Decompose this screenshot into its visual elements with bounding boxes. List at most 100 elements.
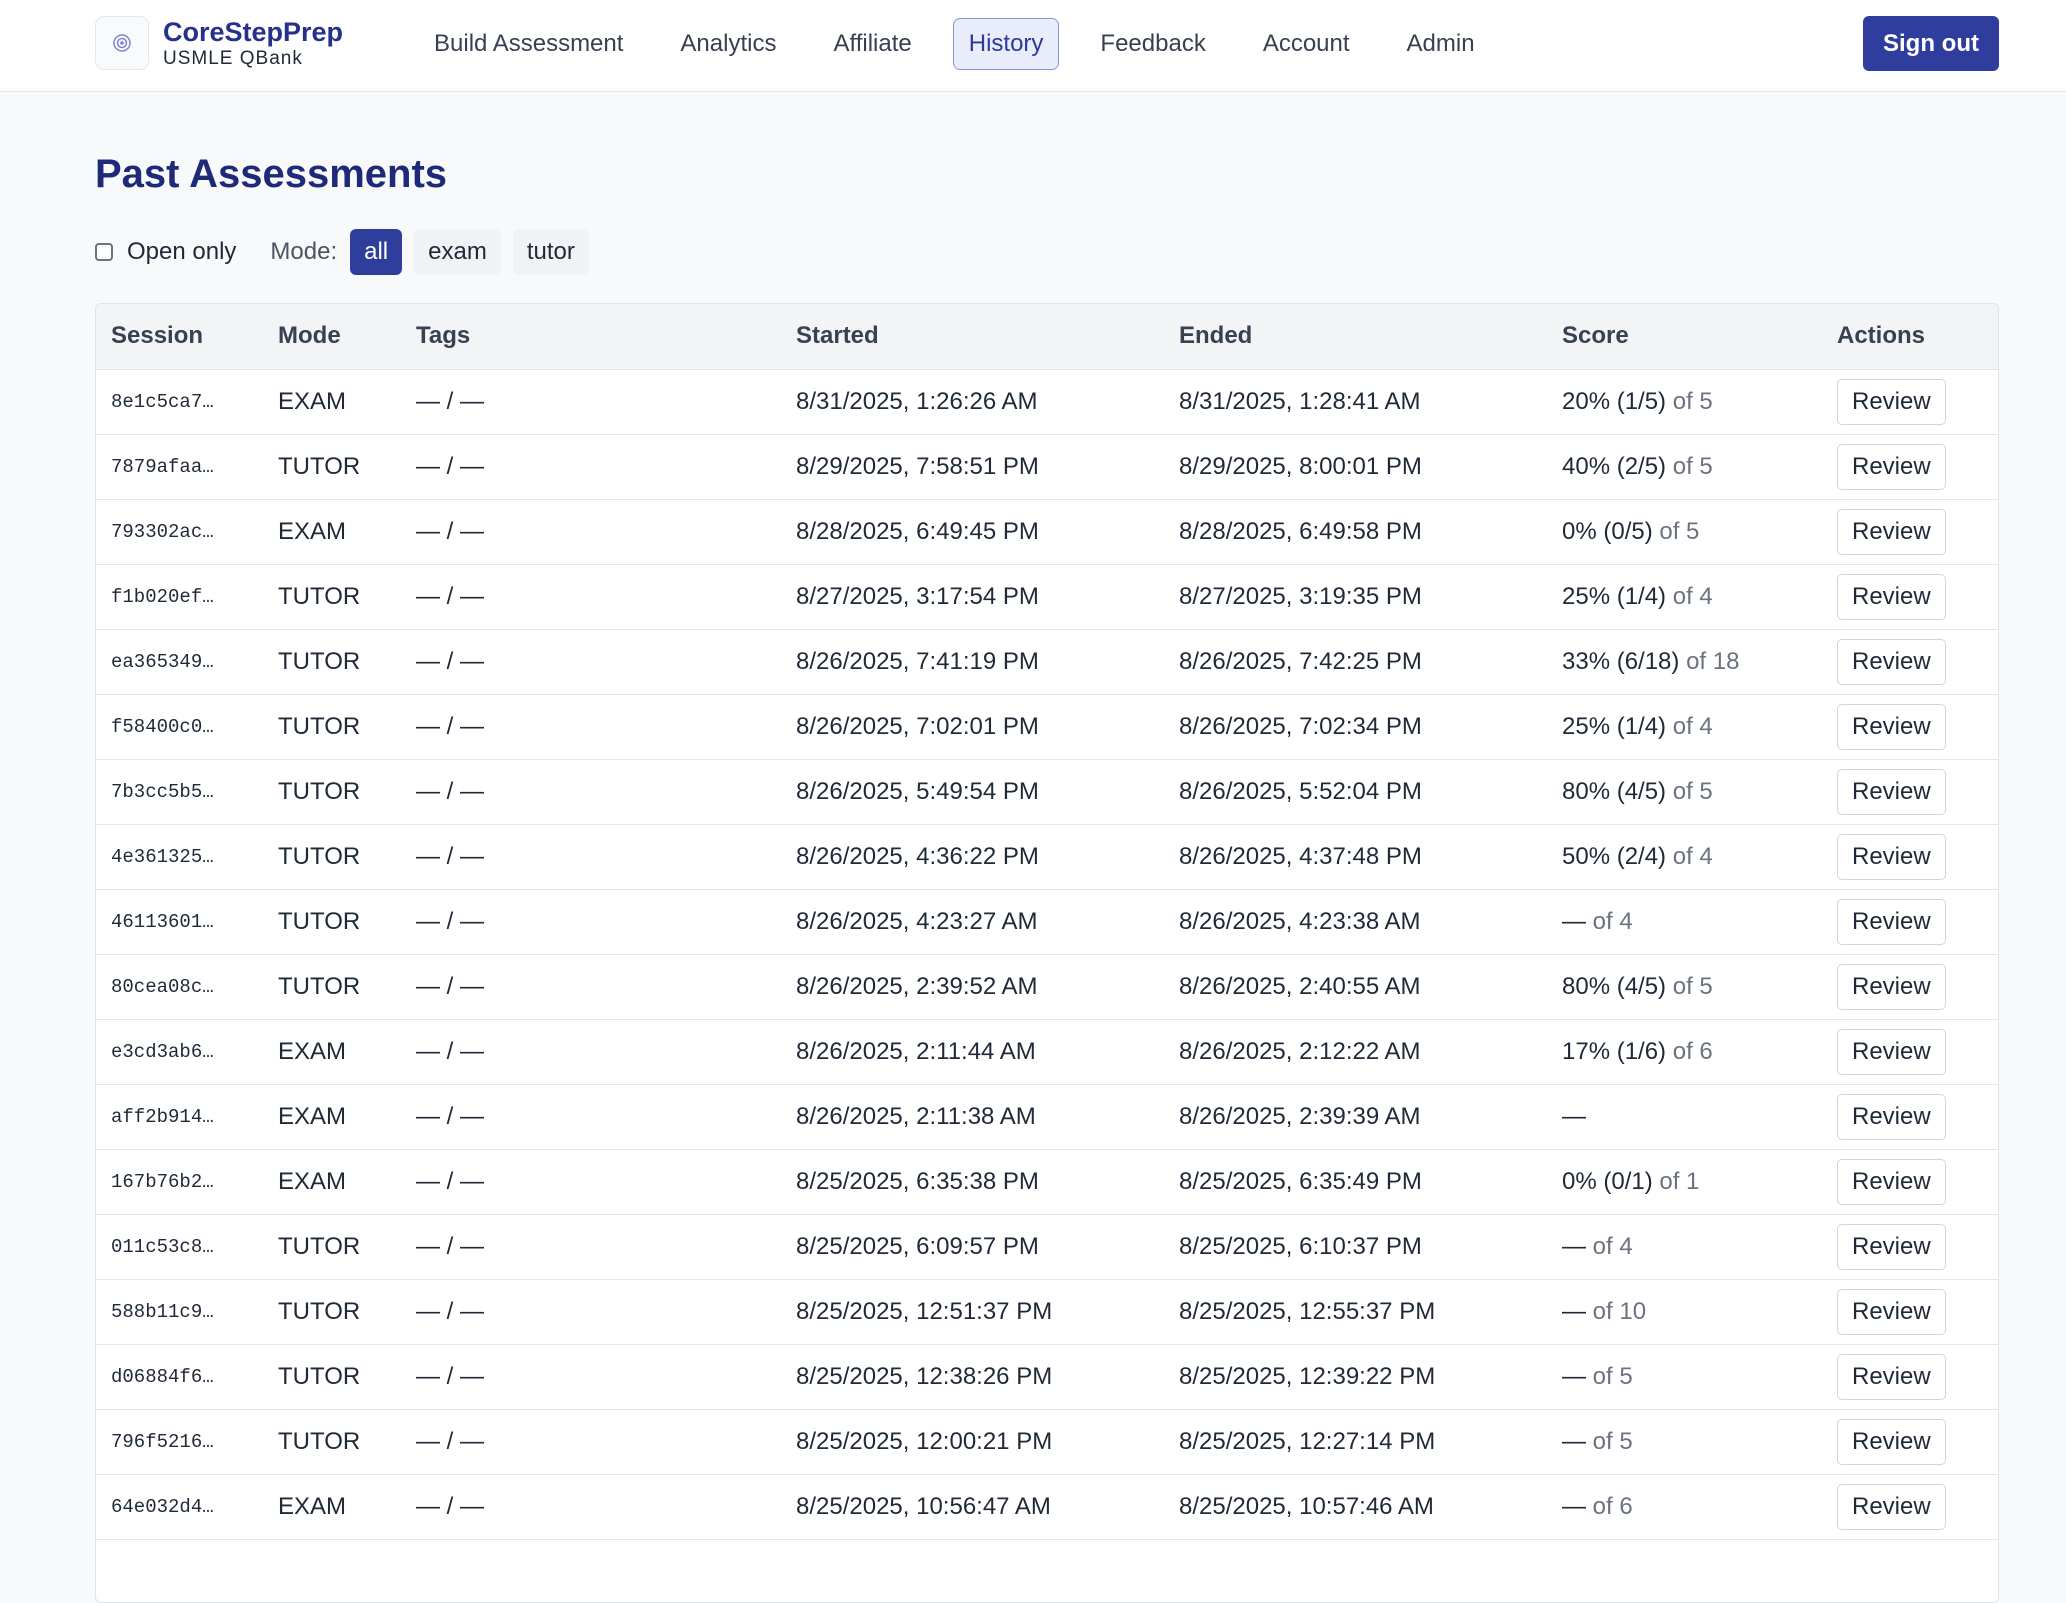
column-header-mode[interactable]: Mode [263, 304, 401, 370]
nav-feedback[interactable]: Feedback [1100, 30, 1206, 57]
session-id-cell: 011c53c8… [96, 1214, 263, 1280]
brand[interactable]: CoreStepPrep USMLE QBank [95, 16, 343, 70]
review-button[interactable]: Review [1837, 833, 1946, 880]
review-button[interactable]: Review [1837, 963, 1946, 1010]
review-button[interactable]: Review [1837, 378, 1946, 425]
actions-cell: Review [1822, 629, 1998, 695]
mode-tutor-button[interactable]: tutor [512, 229, 589, 275]
tags-cell: — / — [401, 1279, 781, 1345]
table-row: 167b76b2… EXAM — / —8/25/2025, 6:35:38 PM 8… [96, 1149, 1998, 1215]
score-total: of 4 [1592, 907, 1633, 935]
nav-analytics[interactable]: Analytics [680, 30, 777, 57]
mode-all-button[interactable]: all [350, 229, 403, 275]
ended-cell: 8/25/2025, 6:35:49 PM [1164, 1149, 1547, 1215]
score-cell: — of 6 [1547, 1474, 1822, 1540]
started-cell: 8/25/2025, 12:00:21 PM [781, 1409, 1164, 1475]
session-id-cell: f1b020ef… [96, 564, 263, 630]
session-id-cell: 7b3cc5b5… [96, 759, 263, 825]
mode-cell: TUTOR [263, 694, 401, 760]
review-button[interactable]: Review [1837, 573, 1946, 620]
table-row: ea365349… TUTOR — / —8/26/2025, 7:41:19 PM… [96, 629, 1998, 695]
started-cell: 8/26/2025, 2:39:52 AM [781, 954, 1164, 1020]
mode-cell: TUTOR [263, 1214, 401, 1280]
column-header-ended[interactable]: Ended [1164, 304, 1547, 370]
tags-cell: — / — [401, 1019, 781, 1085]
sign-out-button[interactable]: Sign out [1863, 16, 1999, 71]
score-value: — [1562, 1102, 1586, 1130]
ended-cell: 8/26/2025, 4:37:48 PM [1164, 824, 1547, 890]
score-cell: 50% (2/4) of 4 [1547, 824, 1822, 890]
table-body: 8e1c5ca7… EXAM — / —8/31/2025, 1:26:26 AM 8… [96, 369, 1998, 1540]
session-id-cell: 7879afaa… [96, 434, 263, 500]
score-value: 0% (0/5) [1562, 517, 1653, 545]
table-row: 7b3cc5b5… TUTOR — / —8/26/2025, 5:49:54 PM… [96, 759, 1998, 825]
column-header-tags[interactable]: Tags [401, 304, 781, 370]
actions-cell: Review [1822, 889, 1998, 955]
column-header-session[interactable]: Session [96, 304, 263, 370]
open-only-label[interactable]: Open only [127, 238, 237, 265]
table-row: f58400c0… TUTOR — / —8/26/2025, 7:02:01 PM… [96, 694, 1998, 760]
ended-cell: 8/25/2025, 12:27:14 PM [1164, 1409, 1547, 1475]
score-total: of 5 [1672, 972, 1713, 1000]
score-total: of 10 [1592, 1297, 1647, 1325]
review-button[interactable]: Review [1837, 1418, 1946, 1465]
review-button[interactable]: Review [1837, 1158, 1946, 1205]
table-row: d06884f6… TUTOR — / —8/25/2025, 12:38:26 P… [96, 1344, 1998, 1410]
review-button[interactable]: Review [1837, 1223, 1946, 1270]
review-button[interactable]: Review [1837, 638, 1946, 685]
tags-cell: — / — [401, 1214, 781, 1280]
mode-cell: EXAM [263, 1474, 401, 1540]
review-button[interactable]: Review [1837, 1353, 1946, 1400]
nav-history[interactable]: History [952, 18, 1060, 70]
score-cell: 17% (1/6) of 6 [1547, 1019, 1822, 1085]
assessments-table-container: Session Mode Tags Started Ended Score Ac… [95, 303, 1999, 1603]
started-cell: 8/26/2025, 7:41:19 PM [781, 629, 1164, 695]
tags-cell: — / — [401, 889, 781, 955]
tags-cell: — / — [401, 1149, 781, 1215]
ended-cell: 8/25/2025, 10:57:46 AM [1164, 1474, 1547, 1540]
started-cell: 8/25/2025, 6:35:38 PM [781, 1149, 1164, 1215]
table-row: 80cea08c… TUTOR — / —8/26/2025, 2:39:52 AM… [96, 954, 1998, 1020]
nav-account[interactable]: Account [1262, 30, 1350, 57]
mode-cell: EXAM [263, 499, 401, 565]
score-value: 40% (2/5) [1562, 452, 1667, 480]
nav-affiliate[interactable]: Affiliate [833, 30, 912, 57]
score-total: of 5 [1592, 1362, 1633, 1390]
score-cell: 80% (4/5) of 5 [1547, 759, 1822, 825]
review-button[interactable]: Review [1837, 768, 1946, 815]
brand-title: CoreStepPrep [163, 17, 344, 47]
top-nav-bar: CoreStepPrep USMLE QBank Build Assessmen… [0, 0, 2066, 92]
review-button[interactable]: Review [1837, 703, 1946, 750]
open-only-checkbox[interactable] [95, 243, 113, 261]
mode-exam-button[interactable]: exam [414, 229, 501, 275]
review-button[interactable]: Review [1837, 898, 1946, 945]
table-header-row: Session Mode Tags Started Ended Score Ac… [96, 304, 1998, 370]
review-button[interactable]: Review [1837, 508, 1946, 555]
score-value: — [1562, 1297, 1586, 1325]
review-button[interactable]: Review [1837, 1483, 1946, 1530]
score-total: of 5 [1659, 517, 1700, 545]
nav-admin[interactable]: Admin [1406, 30, 1475, 57]
tags-cell: — / — [401, 564, 781, 630]
score-total: of 4 [1672, 582, 1713, 610]
mode-label: Mode: [270, 238, 338, 265]
mode-cell: TUTOR [263, 889, 401, 955]
score-total: of 5 [1672, 452, 1713, 480]
column-header-score[interactable]: Score [1547, 304, 1822, 370]
review-button[interactable]: Review [1837, 443, 1946, 490]
nav-build-assessment[interactable]: Build Assessment [434, 30, 624, 57]
score-value: — [1562, 1362, 1586, 1390]
ended-cell: 8/29/2025, 8:00:01 PM [1164, 434, 1547, 500]
actions-cell: Review [1822, 1474, 1998, 1540]
column-header-started[interactable]: Started [781, 304, 1164, 370]
ended-cell: 8/26/2025, 2:12:22 AM [1164, 1019, 1547, 1085]
review-button[interactable]: Review [1837, 1028, 1946, 1075]
tags-cell: — / — [401, 694, 781, 760]
review-button[interactable]: Review [1837, 1093, 1946, 1140]
started-cell: 8/26/2025, 4:23:27 AM [781, 889, 1164, 955]
ended-cell: 8/26/2025, 4:23:38 AM [1164, 889, 1547, 955]
table-row: 588b11c9… TUTOR — / —8/25/2025, 12:51:37 P… [96, 1279, 1998, 1345]
review-button[interactable]: Review [1837, 1288, 1946, 1335]
mode-cell: TUTOR [263, 1409, 401, 1475]
tags-cell: — / — [401, 1344, 781, 1410]
